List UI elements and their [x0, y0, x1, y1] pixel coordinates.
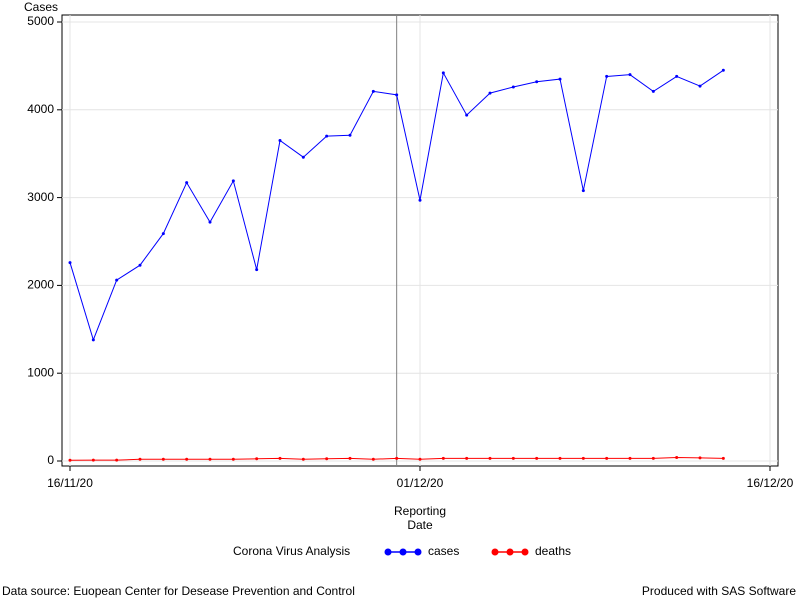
point — [721, 68, 725, 72]
point — [511, 456, 515, 460]
point — [301, 457, 305, 461]
legend-marker — [506, 548, 514, 556]
point — [558, 456, 562, 460]
point — [91, 458, 95, 462]
point — [698, 456, 702, 460]
point — [698, 84, 702, 88]
x-axis-label: Reporting Date — [393, 504, 447, 532]
point — [675, 455, 679, 459]
point — [278, 139, 282, 143]
point — [161, 232, 165, 236]
legend-label: deaths — [535, 544, 571, 558]
legend-marker — [491, 548, 499, 556]
point — [581, 456, 585, 460]
point — [115, 458, 119, 462]
point — [628, 73, 632, 77]
x-tick-label: 01/12/20 — [397, 476, 444, 490]
point — [231, 179, 235, 183]
point — [511, 85, 515, 89]
point — [255, 457, 259, 461]
legend-marker — [521, 548, 529, 556]
point — [138, 263, 142, 267]
point — [91, 338, 95, 342]
point — [278, 456, 282, 460]
point — [441, 456, 445, 460]
y-tick-label: 0 — [47, 453, 54, 467]
point — [185, 181, 189, 185]
point — [535, 456, 539, 460]
point — [161, 457, 165, 461]
legend-label: cases — [428, 544, 459, 558]
point — [348, 456, 352, 460]
point — [371, 89, 375, 93]
legend-marker — [384, 548, 392, 556]
point — [488, 91, 492, 95]
legend-marker — [399, 548, 407, 556]
point — [68, 261, 72, 265]
footnote: Data source: Euopean Center for Desease … — [2, 584, 355, 598]
point — [418, 457, 422, 461]
point — [115, 278, 119, 282]
point — [441, 71, 445, 75]
y-tick-label: 5000 — [27, 14, 54, 28]
point — [185, 457, 189, 461]
point — [371, 457, 375, 461]
point — [348, 133, 352, 137]
point — [208, 457, 212, 461]
x-tick-label: 16/11/20 — [47, 476, 93, 490]
legend-marker — [414, 548, 422, 556]
y-tick-label: 3000 — [27, 190, 54, 204]
point — [418, 198, 422, 202]
point — [651, 89, 655, 93]
y-tick-label: 2000 — [27, 278, 54, 292]
point — [465, 113, 469, 117]
point — [651, 456, 655, 460]
point — [465, 456, 469, 460]
point — [325, 134, 329, 138]
point — [558, 77, 562, 81]
point — [605, 74, 609, 78]
legend-title: Corona Virus Analysis — [233, 544, 350, 558]
point — [488, 456, 492, 460]
point — [208, 220, 212, 224]
point — [138, 457, 142, 461]
y-tick-label: 4000 — [27, 102, 54, 116]
point — [628, 456, 632, 460]
point — [535, 80, 539, 84]
point — [325, 457, 329, 461]
point — [675, 74, 679, 78]
y-tick-label: 1000 — [27, 365, 54, 379]
y-axis-label: Cases — [24, 0, 58, 14]
point — [605, 456, 609, 460]
point — [721, 456, 725, 460]
point — [581, 189, 585, 193]
point — [231, 457, 235, 461]
point — [395, 93, 399, 97]
point — [255, 268, 259, 272]
footnote: Produced with SAS Software — [642, 584, 796, 598]
point — [301, 155, 305, 159]
point — [395, 456, 399, 460]
point — [68, 458, 72, 462]
x-tick-label: 16/12/20 — [747, 476, 794, 490]
